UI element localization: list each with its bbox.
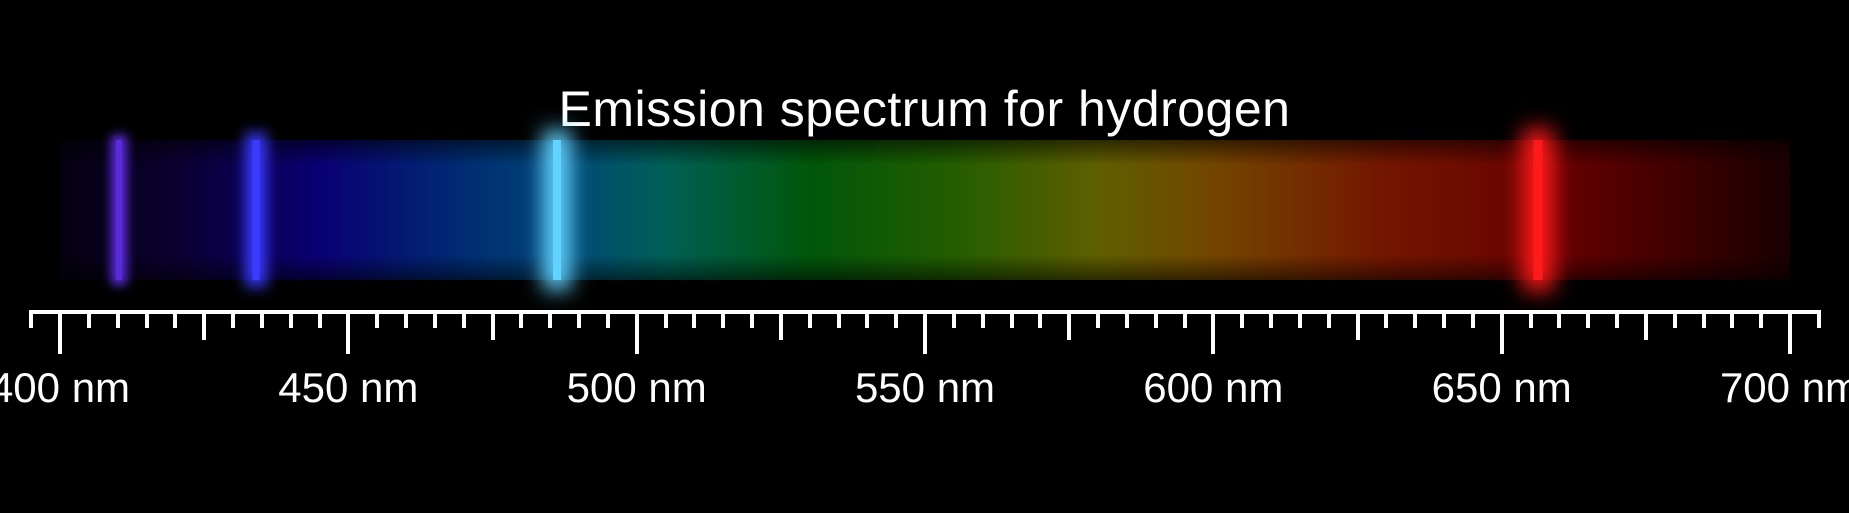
axis-tick-minor <box>433 310 437 328</box>
axis-tick-minor <box>664 310 668 328</box>
axis-tick-minor <box>1557 310 1561 328</box>
axis-label: 450 nm <box>278 364 418 412</box>
axis-tick-minor <box>548 310 552 328</box>
axis-tick-minor <box>1154 310 1158 328</box>
axis-label: 700 nm <box>1720 364 1849 412</box>
axis-tick-minor <box>173 310 177 328</box>
axis-tick-mid <box>202 310 206 340</box>
axis-tick-minor <box>1471 310 1475 328</box>
axis-tick-minor <box>808 310 812 328</box>
axis-tick-minor <box>29 310 33 328</box>
axis-tick-minor <box>721 310 725 328</box>
axis-tick-minor <box>87 310 91 328</box>
axis-tick-minor <box>606 310 610 328</box>
axis-tick-minor <box>1096 310 1100 328</box>
axis-tick-minor <box>952 310 956 328</box>
spectrum-band <box>60 140 1790 280</box>
axis-tick-minor <box>289 310 293 328</box>
axis-tick-minor <box>1183 310 1187 328</box>
axis-tick-mid <box>491 310 495 340</box>
axis-tick-minor <box>692 310 696 328</box>
axis-tick-mid <box>1356 310 1360 340</box>
axis-tick-major <box>346 310 350 354</box>
axis-tick-major <box>1500 310 1504 354</box>
axis-tick-minor <box>1240 310 1244 328</box>
axis-tick-minor <box>1010 310 1014 328</box>
axis-tick-minor <box>1038 310 1042 328</box>
axis-tick-minor <box>577 310 581 328</box>
axis-tick-minor <box>1615 310 1619 328</box>
axis-tick-minor <box>404 310 408 328</box>
spectrum-gradient <box>60 140 1790 280</box>
axis-label: 600 nm <box>1143 364 1283 412</box>
axis-tick-major <box>1788 310 1792 354</box>
axis-tick-minor <box>1442 310 1446 328</box>
axis-tick-minor <box>116 310 120 328</box>
axis-label: 650 nm <box>1432 364 1572 412</box>
axis-tick-major <box>1211 310 1215 354</box>
axis-tick-minor <box>1759 310 1763 328</box>
axis-tick-mid <box>779 310 783 340</box>
axis-tick-minor <box>375 310 379 328</box>
axis-label: 550 nm <box>855 364 995 412</box>
axis-tick-minor <box>1529 310 1533 328</box>
axis-tick-minor <box>837 310 841 328</box>
axis-label: 500 nm <box>567 364 707 412</box>
continuous-spectrum <box>60 140 1790 280</box>
axis-tick-minor <box>894 310 898 328</box>
axis-tick-minor <box>1327 310 1331 328</box>
axis-tick-major <box>923 310 927 354</box>
axis-tick-minor <box>519 310 523 328</box>
axis-tick-minor <box>865 310 869 328</box>
axis-tick-minor <box>750 310 754 328</box>
axis-tick-minor <box>145 310 149 328</box>
axis-tick-minor <box>1702 310 1706 328</box>
axis-tick-mid <box>1644 310 1648 340</box>
axis-tick-minor <box>1384 310 1388 328</box>
spectrum-figure: Emission spectrum for hydrogen 400 nm 450… <box>0 0 1849 513</box>
axis-tick-minor <box>1673 310 1677 328</box>
axis-tick-minor <box>231 310 235 328</box>
axis-tick-minor <box>1817 310 1821 328</box>
axis-tick-minor <box>1413 310 1417 328</box>
axis-tick-minor <box>1730 310 1734 328</box>
axis-tick-minor <box>1298 310 1302 328</box>
axis-tick-minor <box>462 310 466 328</box>
axis-tick-minor <box>981 310 985 328</box>
axis-tick-minor <box>1269 310 1273 328</box>
axis-tick-major <box>635 310 639 354</box>
axis-tick-major <box>58 310 62 354</box>
axis-tick-minor <box>1125 310 1129 328</box>
axis-tick-mid <box>1067 310 1071 340</box>
axis-tick-minor <box>318 310 322 328</box>
axis-tick-minor <box>1586 310 1590 328</box>
axis-tick-minor <box>260 310 264 328</box>
axis-label: 400 nm <box>0 364 130 412</box>
figure-title: Emission spectrum for hydrogen <box>0 80 1849 138</box>
